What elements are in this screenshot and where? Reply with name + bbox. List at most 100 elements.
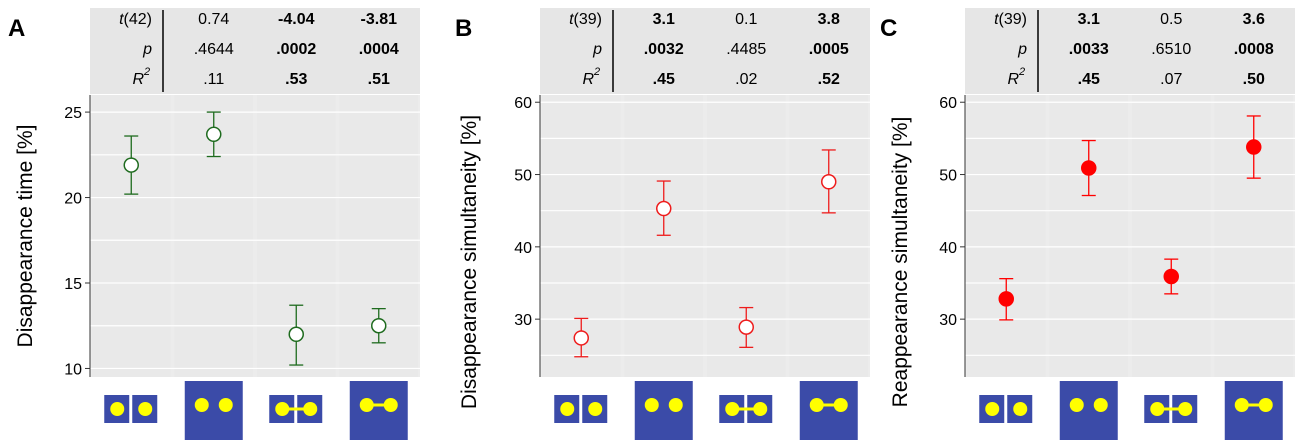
stats-table: t(39) pR 2 3.1 .0033 .45 0.5 .6510 .07 3.6 .0008 .5…	[994, 10, 1274, 92]
data-marks	[998, 115, 1262, 321]
stat-value-r2: .51	[368, 71, 390, 88]
stat-value-r2: .07	[1160, 71, 1182, 88]
stimulus-dot	[833, 398, 848, 412]
stat-value-t: 3.8	[818, 11, 840, 28]
stimulus-dot	[1093, 398, 1108, 412]
stimulus-dot	[1258, 398, 1273, 412]
y-axis: 10 15 20 25	[64, 95, 91, 378]
stat-value-r2: .50	[1243, 71, 1265, 88]
panel-b: B t(39) pR 2 3.1 .0032 .45 0.1 .4485 .02 3.8 .0005…	[455, 8, 870, 440]
stat-label-t: t(42)	[119, 11, 152, 28]
stimulus-dot	[194, 398, 209, 412]
y-axis: 30 40 50 60	[939, 95, 966, 377]
data-point	[1246, 139, 1262, 155]
stimulus-dot	[383, 398, 398, 412]
y-tick-label: 15	[64, 276, 82, 293]
stat-value-r2: .45	[1078, 71, 1100, 88]
column-band	[1132, 95, 1211, 377]
stats-background	[540, 8, 870, 94]
y-tick-label: 25	[64, 105, 82, 122]
y-axis-title: Reappearance simultaneity [%]	[889, 117, 912, 408]
y-tick-label: 50	[939, 168, 957, 185]
y-tick-label: 30	[514, 312, 532, 329]
stat-label-p: p	[1017, 41, 1027, 58]
stat-label-r2-exponent: 2	[593, 66, 600, 78]
column-band	[624, 95, 703, 377]
stat-value-t: -4.04	[278, 11, 315, 28]
stats-table: t(42) pR 2 0.74 .4644 .11 -4.04 .0002 .53 -3.81 .0…	[119, 10, 399, 92]
stimulus-dot	[303, 402, 318, 416]
stat-value-p: .4485	[726, 41, 766, 58]
stimulus-dot	[138, 402, 153, 416]
stat-value-t: -3.81	[361, 11, 398, 28]
data-point	[998, 291, 1014, 307]
stimulus-dot	[644, 398, 659, 412]
y-tick-label: 40	[939, 240, 957, 257]
stat-value-r2: .52	[818, 71, 840, 88]
stimulus-dot	[110, 402, 125, 416]
y-axis-title: Disappearance time [%]	[14, 125, 37, 348]
stat-value-p: .6510	[1151, 41, 1191, 58]
stimulus-square	[1224, 381, 1283, 440]
stimulus-dot	[560, 402, 575, 416]
stimulus-dot	[275, 402, 290, 416]
y-tick-label: 10	[64, 361, 82, 378]
gridlines	[965, 95, 1295, 377]
stimulus-icons	[554, 381, 858, 440]
stimulus-square	[184, 381, 243, 440]
y-axis: 30 40 50 60	[514, 95, 541, 377]
stimulus-icons	[104, 381, 408, 440]
panel-c: C t(39) pR 2 3.1 .0033 .45 0.5 .6510 .07 3.6 .0008…	[880, 8, 1295, 440]
panel-letter: B	[455, 15, 472, 42]
column-band	[789, 95, 868, 377]
data-marks	[573, 149, 837, 358]
stimulus-dot	[218, 398, 233, 412]
y-tick-label: 60	[514, 95, 532, 112]
stimulus-dot	[1069, 398, 1084, 412]
stat-value-r2: .11	[203, 71, 224, 88]
stat-label-r2: R	[1007, 71, 1019, 88]
data-point	[573, 330, 589, 346]
y-tick-label: 20	[64, 191, 82, 208]
panel-letter: C	[880, 15, 897, 42]
stat-value-t: 0.5	[1160, 11, 1182, 28]
data-point	[206, 126, 222, 143]
stat-label-r2-exponent: 2	[1018, 66, 1025, 78]
stimulus-square	[1059, 381, 1118, 440]
y-tick-label: 30	[939, 312, 957, 329]
y-axis-title: Disappearance simultaneity [%]	[458, 115, 481, 409]
stat-value-t: 3.6	[1243, 11, 1265, 28]
stimulus-dot	[725, 402, 740, 416]
stat-label-p: p	[592, 41, 602, 58]
stimulus-dot	[1234, 398, 1249, 412]
stimulus-dot	[809, 398, 824, 412]
stat-value-r2: .53	[285, 71, 307, 88]
data-point	[1081, 160, 1097, 176]
y-tick-label: 50	[514, 168, 532, 185]
data-point	[821, 174, 837, 190]
stat-value-p: .0033	[1069, 41, 1109, 58]
stat-value-r2: .02	[735, 71, 757, 88]
stat-value-t: 0.1	[735, 11, 757, 28]
data-point	[288, 326, 304, 343]
stat-value-p: .0002	[276, 41, 316, 58]
stat-label-r2: R	[132, 71, 144, 88]
stat-label-p: p	[142, 41, 152, 58]
stimulus-dot	[359, 398, 374, 412]
stat-value-p: .0005	[809, 41, 849, 58]
column-band	[1049, 95, 1128, 377]
panel-letter: A	[8, 15, 25, 42]
data-marks	[123, 111, 387, 366]
stat-value-p: .0008	[1234, 41, 1274, 58]
stat-value-r2: .45	[653, 71, 675, 88]
stats-background	[90, 8, 420, 94]
stimulus-dot	[668, 398, 683, 412]
y-tick-label: 60	[939, 95, 957, 112]
stat-value-t: 3.1	[653, 11, 675, 28]
stat-value-t: 0.74	[198, 11, 229, 28]
stat-label-r2-exponent: 2	[143, 66, 150, 78]
stat-label-t: t(39)	[994, 11, 1027, 28]
stimulus-dot	[1013, 402, 1028, 416]
panel-a: A t(42) pR 2 0.74 .4644 .11 -4.04 .0002 .53 -3.81…	[8, 8, 420, 440]
